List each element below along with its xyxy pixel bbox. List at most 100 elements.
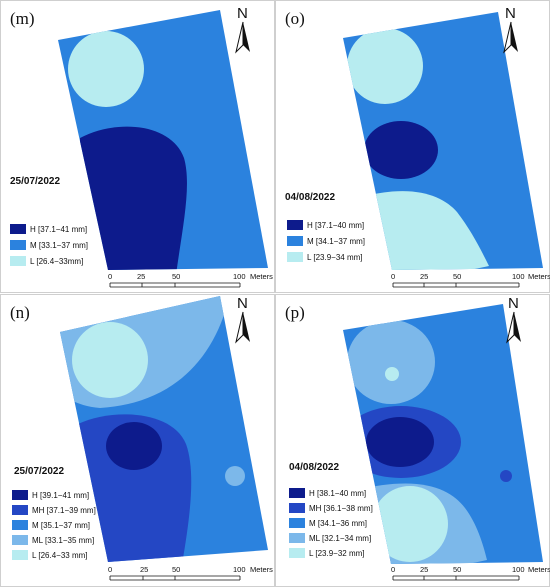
legend-swatch-l: [287, 252, 303, 262]
legend-swatch-m: [10, 240, 26, 250]
scale-unit: Meters: [250, 565, 273, 574]
north-arrow-icon-dark: [243, 312, 250, 342]
zone-l: [72, 322, 148, 398]
scale-tick-50: 50: [172, 272, 180, 281]
map-m-svg: (m) N 25/07/2022 H [37.1−41 mm] M [33.1−…: [0, 0, 275, 293]
north-arrow-icon: [503, 21, 512, 54]
legend-swatch-ml: [12, 535, 28, 545]
north-letter: N: [237, 295, 248, 312]
north-letter: N: [508, 295, 519, 312]
scale-tick-100: 100: [512, 272, 525, 281]
zone-h: [106, 422, 162, 470]
zone-h: [366, 417, 434, 467]
legend: H [37.1−41 mm] M [33.1−37 mm] L [26.4−33…: [10, 224, 88, 266]
legend-swatch-mh: [289, 503, 305, 513]
legend-swatch-m: [289, 518, 305, 528]
legend-label-h: H [38.1−40 mm]: [309, 489, 366, 498]
legend-label-m: M [34.1−36 mm]: [309, 519, 367, 528]
panel-label: (n): [10, 303, 30, 322]
legend-label-ml: ML [33.1−35 mm]: [32, 536, 94, 545]
north-arrow-icon: [506, 311, 515, 344]
zone-l-spot: [385, 367, 399, 381]
legend-label-m: M [35.1−37 mm]: [32, 521, 90, 530]
north-arrow: N: [235, 295, 250, 344]
panel-frame: [0, 0, 275, 293]
legend-swatch-h: [12, 490, 28, 500]
scale-tick-0: 0: [391, 565, 395, 574]
zone-l-bottom: [365, 191, 489, 270]
scale-tick-0: 0: [108, 565, 112, 574]
map-date: 04/08/2022: [289, 462, 339, 473]
panel-label: (o): [285, 9, 305, 28]
legend: H [39.1−41 mm] MH [37.1−39 mm] M [35.1−3…: [12, 490, 96, 560]
zone-h: [364, 121, 438, 179]
legend-label-m: M [34.1−37 mm]: [307, 237, 365, 246]
legend-label-l: L [26.4−33 mm]: [32, 551, 88, 560]
scale-tick-0: 0: [108, 272, 112, 281]
legend: H [38.1−40 mm] MH [36.1−38 mm] M [34.1−3…: [289, 488, 373, 558]
north-arrow: N: [506, 295, 521, 344]
zone-l-top: [347, 28, 423, 104]
scale-tick-25: 25: [420, 272, 428, 281]
map-panel-n: (n) N 25/07/2022 H [39.1−41 mm] MH [37.1…: [0, 294, 275, 587]
legend-swatch-l: [10, 256, 26, 266]
panel-label: (p): [285, 303, 305, 322]
scale-tick-0: 0: [391, 272, 395, 281]
north-letter: N: [237, 5, 248, 22]
zone-ml-spot: [225, 466, 245, 486]
scale-bar: 0 25 50 100 Meters: [391, 565, 550, 581]
scale-bar: 0 25 50 100 Meters: [391, 272, 550, 288]
legend-swatch-h: [289, 488, 305, 498]
north-arrow: N: [235, 5, 250, 54]
legend: H [37.1−40 mm] M [34.1−37 mm] L [23.9−34…: [287, 220, 365, 262]
scale-tick-25: 25: [420, 565, 428, 574]
north-letter: N: [505, 5, 516, 22]
legend-label-h: H [39.1−41 mm]: [32, 491, 89, 500]
scale-unit: Meters: [528, 272, 550, 281]
zone-l: [372, 486, 448, 562]
scale-bar: 0 25 50 100 Meters: [108, 565, 273, 581]
legend-label-h: H [37.1−40 mm]: [307, 221, 364, 230]
north-arrow-icon-dark: [514, 312, 521, 342]
zone-h: [80, 126, 187, 270]
scale-tick-50: 50: [453, 565, 461, 574]
map-panel-o: (o) N 04/08/2022 H [37.1−40 mm] M [34.1−…: [275, 0, 550, 293]
north-arrow-icon-dark: [243, 22, 250, 52]
legend-swatch-h: [287, 220, 303, 230]
north-arrow-icon: [235, 21, 244, 54]
legend-label-m: M [33.1−37 mm]: [30, 241, 88, 250]
legend-label-l: L [26.4−33mm]: [30, 257, 83, 266]
panel-label: (m): [10, 9, 35, 28]
map-date: 04/08/2022: [285, 192, 335, 203]
zone-mh: [78, 414, 192, 562]
scale-unit: Meters: [528, 565, 550, 574]
zone-mh-spot: [500, 470, 512, 482]
legend-label-mh: MH [37.1−39 mm]: [32, 506, 96, 515]
map-panel-m: (m) N 25/07/2022 H [37.1−41 mm] M [33.1−…: [0, 0, 275, 293]
north-arrow: N: [503, 5, 518, 54]
scale-tick-100: 100: [512, 565, 525, 574]
scale-tick-50: 50: [453, 272, 461, 281]
map-o-svg: (o) N 04/08/2022 H [37.1−40 mm] M [34.1−…: [275, 0, 550, 293]
legend-swatch-ml: [289, 533, 305, 543]
legend-swatch-l: [12, 550, 28, 560]
map-p-svg: (p) N 04/08/2022 H [38.1−40 mm] MH [36.1…: [275, 294, 550, 587]
north-arrow-icon: [235, 311, 244, 344]
legend-label-l: L [23.9−32 mm]: [309, 549, 365, 558]
map-n-svg: (n) N 25/07/2022 H [39.1−41 mm] MH [37.1…: [0, 294, 275, 587]
scale-unit: Meters: [250, 272, 273, 281]
legend-swatch-mh: [12, 505, 28, 515]
scale-bar: 0 25 50 100 Meters: [108, 272, 273, 288]
scale-tick-25: 25: [140, 565, 148, 574]
scale-tick-100: 100: [233, 565, 246, 574]
legend-swatch-m: [12, 520, 28, 530]
legend-label-mh: MH [36.1−38 mm]: [309, 504, 373, 513]
legend-label-ml: ML [32.1−34 mm]: [309, 534, 371, 543]
north-arrow-icon-dark: [511, 22, 518, 52]
zone-l: [68, 31, 144, 107]
map-date: 25/07/2022: [14, 466, 64, 477]
legend-swatch-m: [287, 236, 303, 246]
zone-ml-top: [347, 320, 435, 404]
scale-tick-50: 50: [172, 565, 180, 574]
map-date: 25/07/2022: [10, 176, 60, 187]
